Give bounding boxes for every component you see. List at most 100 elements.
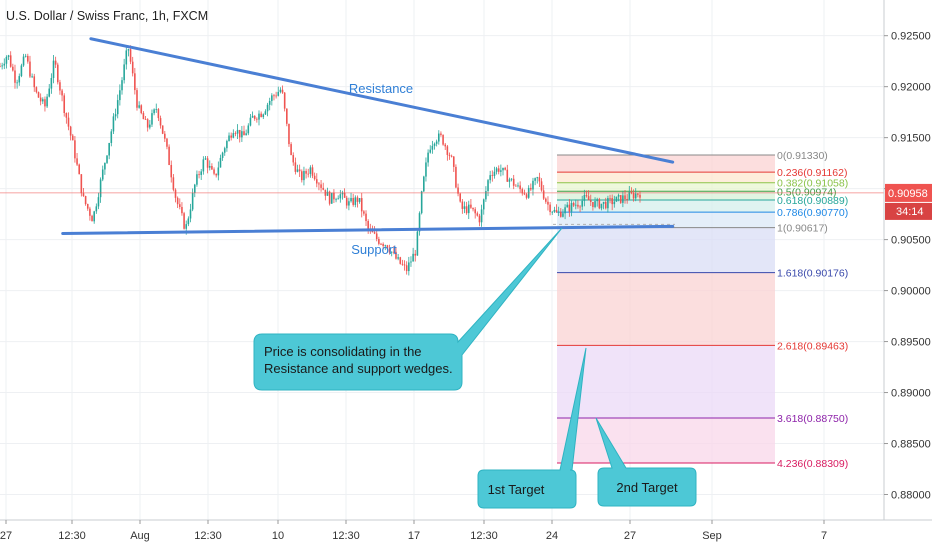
fib-level-label: 4.236(0.88309) — [777, 458, 848, 470]
y-tick-label: 0.90000 — [891, 286, 931, 298]
fib-level-label: 2.618(0.89463) — [777, 340, 848, 352]
candle-body — [251, 115, 254, 118]
candle-body — [262, 114, 265, 118]
candle-body — [56, 64, 59, 83]
candle-body — [193, 184, 196, 193]
candle-body — [467, 204, 470, 214]
fib-level-label: 0.5(0.90974) — [777, 186, 837, 198]
support-line — [61, 224, 675, 235]
candle-body — [478, 215, 481, 223]
candle-body — [335, 199, 337, 201]
countdown-value: 34:14 — [896, 206, 924, 218]
candle-body — [515, 185, 517, 187]
candle-body — [311, 167, 314, 176]
candle-body — [594, 201, 596, 208]
fib-extension: 0(0.91330)0.236(0.91162)0.382(0.91058)0.… — [553, 150, 848, 470]
x-tick-label: 7 — [821, 530, 827, 542]
candle-body — [153, 109, 155, 114]
candle-body — [16, 82, 18, 84]
candle-body — [112, 116, 115, 132]
candle-body — [307, 173, 310, 175]
candle-body — [592, 201, 594, 208]
candle-body — [99, 179, 102, 198]
candle-body — [480, 209, 483, 223]
candle-body — [596, 199, 598, 202]
candle-body — [279, 89, 282, 92]
candle-body — [352, 197, 354, 205]
candle-body — [604, 201, 607, 209]
fib-level-label: 0.786(0.90770) — [777, 207, 848, 219]
candle-body — [521, 189, 524, 194]
fib-level-label: 0(0.91330) — [777, 150, 828, 162]
x-tick-label: 12:30 — [194, 530, 222, 542]
candle-body — [86, 204, 89, 209]
fib-zone — [557, 172, 775, 183]
resistance-line — [89, 37, 675, 164]
x-tick-label: 17 — [408, 530, 420, 542]
candle-body — [31, 76, 33, 78]
candle-body — [395, 251, 397, 259]
y-tick-label: 0.90500 — [891, 235, 931, 247]
candle-body — [292, 155, 295, 163]
candle-body — [530, 187, 532, 190]
fib-zone — [557, 418, 775, 464]
candle-body — [275, 95, 277, 97]
candle-body — [420, 191, 423, 214]
candle-body — [9, 55, 12, 67]
fib-zone — [557, 345, 775, 419]
candle-body — [549, 204, 551, 213]
x-tick-label: Sep — [702, 530, 722, 542]
candle-body — [637, 193, 639, 195]
chart-title: U.S. Dollar / Swiss Franc, 1h, FXCM — [6, 9, 208, 23]
candle-body — [67, 117, 70, 127]
candle-body — [615, 196, 618, 202]
candle-body — [168, 146, 170, 165]
candle-body — [164, 133, 166, 139]
candle-body — [198, 174, 200, 176]
candle-body — [234, 133, 237, 134]
target1-bubble — [477, 347, 587, 509]
candle-body — [639, 194, 641, 198]
candle-body — [437, 133, 440, 142]
candle-body — [202, 159, 205, 172]
candle-body — [414, 253, 417, 256]
candle-body — [217, 167, 220, 176]
candle-body — [570, 203, 573, 212]
x-tick-label: 24 — [546, 530, 558, 542]
fib-zone — [557, 154, 775, 173]
candle-body — [0, 66, 1, 68]
candle-body — [363, 211, 365, 214]
candle-body — [46, 96, 48, 107]
candle-body — [568, 204, 571, 212]
candle-body — [619, 195, 622, 203]
candle-body — [223, 148, 226, 153]
candle-body — [572, 203, 575, 206]
candle-body — [423, 176, 425, 192]
candle-body — [425, 162, 427, 177]
candle-body — [489, 175, 491, 181]
candle-body — [61, 90, 63, 96]
candle-body — [435, 141, 438, 144]
candle-body — [348, 201, 350, 206]
candle-body — [562, 213, 564, 217]
y-tick-label: 0.92500 — [891, 31, 931, 43]
candle-body — [33, 76, 36, 88]
candle-body — [429, 149, 432, 153]
candle-body — [386, 245, 389, 249]
candle-body — [185, 224, 188, 229]
target2-label: 2nd Target — [616, 480, 678, 495]
candle-body — [116, 100, 119, 115]
candle-body — [191, 192, 194, 210]
candle-body — [176, 197, 179, 205]
candle-body — [288, 123, 290, 145]
candle-body — [574, 204, 577, 206]
callout-bubble — [253, 227, 563, 391]
candle-body — [416, 231, 419, 256]
candle-body — [258, 113, 260, 120]
candle-body — [183, 213, 185, 229]
y-tick-label: 0.88000 — [891, 490, 931, 502]
candle-body — [221, 152, 224, 158]
candle-body — [525, 194, 528, 198]
